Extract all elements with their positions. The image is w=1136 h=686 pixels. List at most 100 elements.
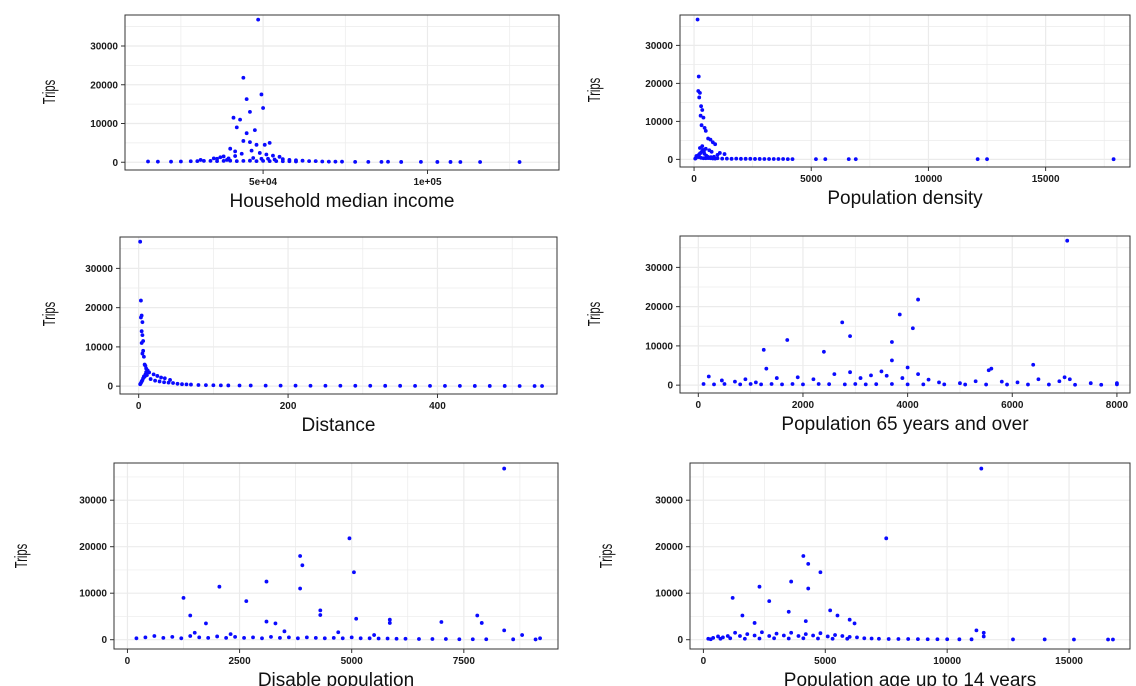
data-point [709, 155, 713, 160]
data-point [743, 156, 748, 161]
data-point [890, 382, 894, 386]
data-point [217, 584, 222, 589]
y-tick-label: 30000 [85, 264, 113, 275]
data-point [278, 635, 282, 640]
data-point [701, 115, 706, 120]
data-point [706, 374, 711, 379]
data-point [738, 634, 742, 638]
data-point [336, 630, 341, 635]
data-point [1073, 382, 1077, 387]
data-point [239, 151, 244, 156]
data-point [853, 382, 858, 386]
data-point [419, 159, 423, 164]
data-point [366, 159, 371, 164]
data-point [827, 382, 832, 387]
data-point [753, 380, 758, 385]
data-point [318, 608, 323, 613]
data-point [318, 613, 323, 617]
data-point [969, 637, 974, 642]
data-point [1011, 637, 1015, 642]
data-point [801, 554, 806, 558]
y-tick-label: 10000 [645, 341, 673, 352]
x-tick-label: 6000 [1001, 400, 1024, 411]
data-point [796, 634, 801, 638]
data-point [147, 370, 152, 375]
data-point [151, 372, 156, 377]
data-point [748, 382, 753, 386]
x-tick-label: 400 [429, 401, 446, 412]
data-point [221, 154, 226, 159]
data-point [248, 140, 252, 145]
data-point [877, 636, 881, 641]
data-point [228, 146, 233, 151]
data-point [251, 635, 255, 640]
data-point [730, 595, 735, 600]
data-point [266, 156, 270, 161]
data-point [153, 378, 158, 383]
data-point [146, 159, 150, 164]
y-tick-label: 30000 [645, 263, 673, 274]
data-point [233, 635, 237, 639]
data-point [803, 632, 808, 637]
data-point [259, 92, 264, 97]
data-point [973, 379, 978, 384]
data-point [457, 637, 462, 642]
data-point [280, 159, 285, 164]
data-point [1099, 382, 1104, 387]
data-point [298, 554, 303, 558]
data-point [945, 637, 950, 642]
data-point [188, 634, 193, 638]
data-point [211, 156, 216, 161]
data-point [204, 621, 208, 626]
data-point [1005, 382, 1009, 387]
data-point [139, 315, 143, 320]
points [706, 466, 1115, 642]
data-point [1111, 157, 1116, 162]
scatter-panel-5: 0 2500 5000 7500 0 10000 20000 30000 Disable pop… [11, 462, 559, 686]
data-point [958, 381, 962, 386]
data-point [256, 17, 261, 22]
data-point [262, 142, 267, 147]
data-point [152, 634, 157, 638]
data-point [376, 636, 381, 641]
x-tick-label: 2000 [792, 400, 815, 411]
data-point [695, 17, 700, 22]
data-point [457, 384, 462, 388]
data-point [1065, 238, 1070, 243]
data-point [322, 636, 327, 641]
data-point [725, 634, 730, 638]
x-tick-label: 7500 [453, 656, 476, 667]
data-point [1042, 637, 1047, 642]
data-point [349, 635, 354, 640]
data-point [399, 160, 404, 164]
data-point [300, 563, 305, 568]
data-point [845, 636, 850, 641]
data-point [771, 157, 776, 161]
data-point [379, 159, 384, 164]
y-tick-label: 0 [677, 635, 683, 646]
data-point [282, 629, 287, 634]
data-point [733, 379, 737, 384]
data-point [264, 619, 269, 624]
y-tick-label: 10000 [79, 589, 107, 600]
plot-frame [113, 462, 559, 650]
data-point [846, 157, 851, 161]
data-point [300, 158, 305, 163]
data-point [840, 320, 845, 325]
data-point [795, 375, 800, 380]
data-point [372, 633, 377, 637]
y-axis-title: Trips [584, 78, 604, 102]
data-point [937, 380, 941, 385]
data-point [790, 157, 795, 161]
data-point [234, 159, 239, 163]
data-point [853, 157, 858, 162]
data-point [162, 380, 166, 385]
data-point [241, 139, 246, 143]
data-point [233, 154, 238, 158]
data-point [484, 637, 489, 642]
data-point [155, 374, 160, 378]
data-point [858, 376, 863, 380]
data-point [354, 616, 359, 621]
data-point [916, 372, 920, 377]
y-tick-label: 0 [667, 155, 673, 166]
